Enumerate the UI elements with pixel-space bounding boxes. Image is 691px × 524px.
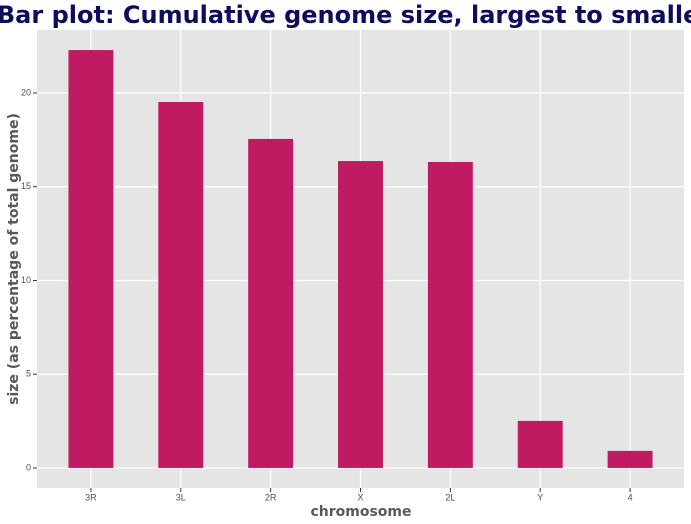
bar (158, 101, 204, 468)
x-tick-label: 3L (176, 492, 186, 502)
bar (68, 50, 114, 468)
x-tick-label: 4 (628, 492, 633, 502)
y-tick-label: 0 (26, 462, 31, 472)
bar (517, 420, 563, 468)
chart-title: Bar plot: Cumulative genome size, larges… (0, 1, 691, 29)
x-axis-label: chromosome (310, 504, 411, 520)
y-tick-label: 10 (21, 275, 31, 285)
x-tick-label: 3R (85, 492, 97, 502)
x-tick-label: Y (537, 492, 543, 502)
bar (248, 138, 294, 468)
y-axis-label: size (as percentage of total genome) (6, 113, 22, 405)
y-tick-label: 5 (26, 369, 31, 379)
y-tick-label: 15 (21, 181, 31, 191)
x-tick-label: X (357, 492, 363, 502)
x-tick-label: 2R (265, 492, 277, 502)
bar (607, 450, 653, 468)
y-tick-label: 20 (21, 87, 31, 97)
bar (427, 161, 473, 468)
x-tick-label: 2L (445, 492, 455, 502)
bar (338, 161, 383, 468)
